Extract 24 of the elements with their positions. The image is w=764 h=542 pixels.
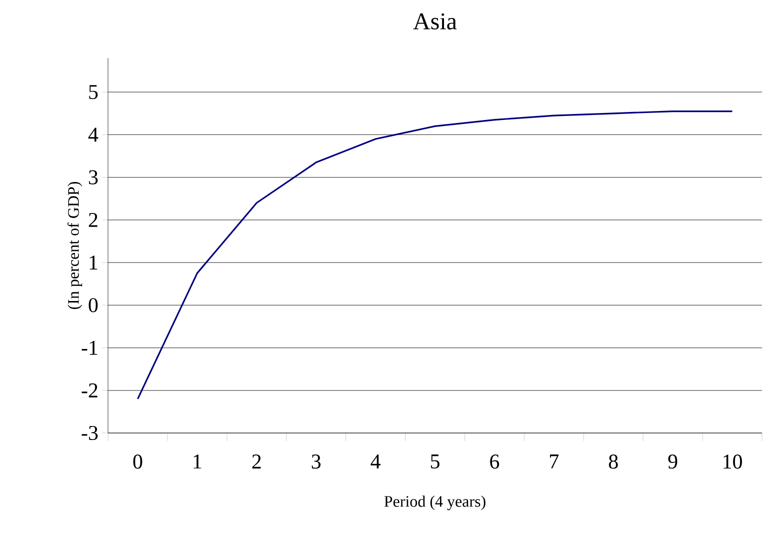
y-tick-label: 3 (88, 170, 98, 184)
x-tick-label: 1 (194, 454, 202, 468)
line-series (136, 110, 734, 400)
y-tick-label: -3 (82, 426, 98, 440)
y-tick-label: -1 (82, 340, 98, 355)
y-tick-label: 1 (90, 256, 98, 270)
chart-title: Asia (413, 13, 457, 30)
x-tick-label: 6 (490, 454, 500, 469)
x-tick-label: 2 (252, 454, 261, 468)
x-tick-label: 10 (724, 454, 742, 469)
x-axis-title: Period (4 years) (384, 496, 486, 510)
x-tick-label: 4 (370, 454, 380, 468)
y-tick-label: 4 (88, 128, 98, 142)
y-tick-label: 0 (88, 298, 98, 312)
y-axis-title: (In percent of GDP) (67, 182, 82, 309)
y-tick-label: -2 (82, 383, 98, 398)
x-tick-label: 9 (668, 454, 678, 469)
x-tick-label: 8 (608, 454, 618, 469)
y-tick-label: 5 (89, 85, 98, 100)
x-tick-label: 7 (550, 454, 559, 468)
y-tick-label: 2 (88, 212, 98, 227)
x-tick-label: 0 (133, 454, 142, 469)
x-tick-label: 3 (312, 454, 321, 469)
x-tick-label: 5 (430, 454, 440, 468)
